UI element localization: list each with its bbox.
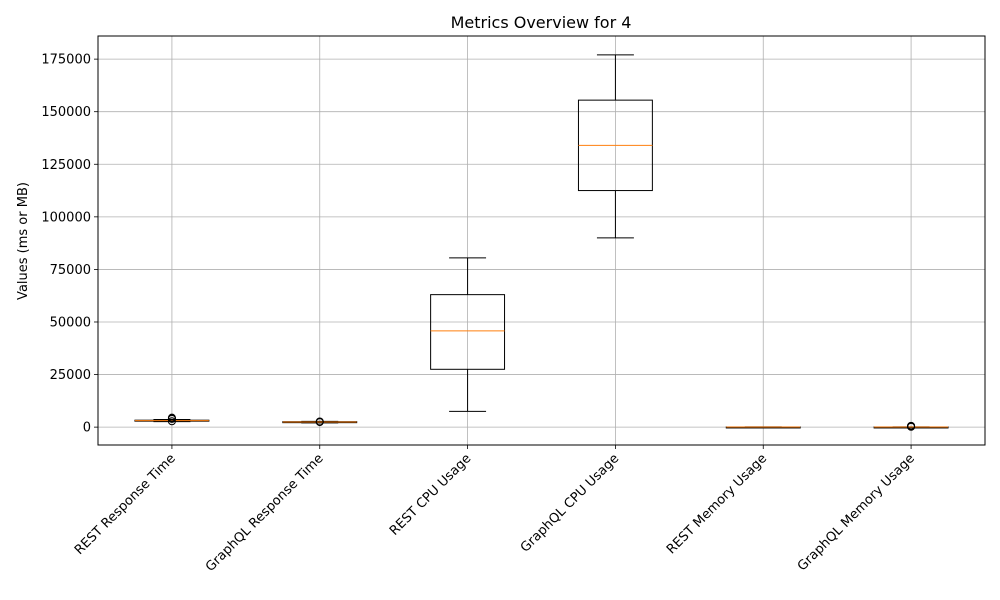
x-tick-label: GraphQL Memory Usage bbox=[795, 451, 918, 574]
outlier-point bbox=[167, 417, 176, 426]
box-group bbox=[577, 54, 653, 239]
ticks-layer: 0 25000 50000 75000 100000 125000 150000 175000… bbox=[41, 53, 918, 575]
y-tick-label: 50000 bbox=[50, 315, 91, 330]
box-group bbox=[282, 417, 358, 427]
x-tick-label: REST Response Time bbox=[72, 451, 179, 558]
x-tick-label: GraphQL Response Time bbox=[203, 451, 327, 575]
plot-frame bbox=[97, 35, 986, 446]
box-group bbox=[725, 426, 801, 429]
x-tick-label: GraphQL CPU Usage bbox=[518, 451, 622, 555]
chart-title: Metrics Overview for 4 bbox=[451, 13, 632, 32]
outlier-point bbox=[907, 421, 916, 430]
boxes-layer bbox=[134, 54, 949, 431]
y-tick-label: 0 bbox=[83, 421, 91, 436]
x-tick-label: REST CPU Usage bbox=[387, 451, 474, 538]
y-axis-label: Values (ms or MB) bbox=[16, 182, 31, 300]
box-group bbox=[134, 413, 210, 426]
y-tick-label: 75000 bbox=[50, 263, 91, 278]
box-group bbox=[430, 257, 506, 412]
box-group bbox=[873, 421, 949, 431]
grid-layer bbox=[98, 36, 985, 445]
y-tick-label: 175000 bbox=[41, 53, 91, 68]
outlier-point bbox=[315, 417, 324, 426]
y-tick-label: 125000 bbox=[41, 158, 91, 173]
y-tick-label: 100000 bbox=[41, 210, 91, 225]
outlier-point bbox=[167, 413, 176, 422]
x-tick-label: REST Memory Usage bbox=[664, 451, 770, 557]
box-iqr bbox=[430, 294, 506, 370]
y-tick-label: 150000 bbox=[41, 105, 91, 120]
y-tick-label: 25000 bbox=[50, 368, 91, 383]
